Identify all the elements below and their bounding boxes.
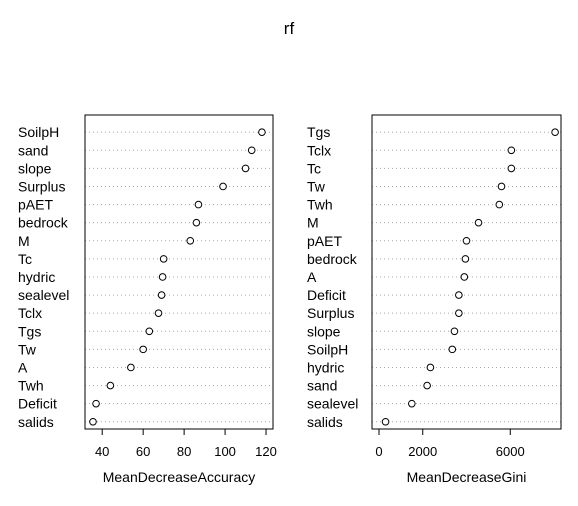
plot-frame (371, 114, 562, 430)
category-label: Twh (18, 378, 44, 394)
category-label: Twh (307, 197, 333, 213)
data-point (92, 399, 100, 408)
category-label: Tc (307, 160, 321, 176)
data-point (408, 399, 416, 408)
category-label: M (18, 233, 30, 249)
category-label: SoilpH (18, 124, 59, 140)
category-label: Deficit (18, 396, 57, 412)
data-point (186, 236, 195, 245)
x-tick-label: 0 (375, 444, 382, 459)
data-point (157, 291, 166, 299)
category-label: bedrock (18, 215, 69, 231)
category-label: sealevel (18, 287, 69, 303)
data-point (461, 255, 470, 263)
data-point (455, 291, 463, 299)
category-label: Tw (18, 341, 37, 357)
category-label: Tclx (18, 305, 42, 321)
category-label: Surplus (307, 305, 354, 321)
category-label: Tclx (307, 142, 331, 158)
data-point (145, 327, 154, 336)
chart-title: rf (284, 19, 295, 38)
category-label: Tc (18, 251, 32, 267)
data-point (507, 146, 516, 155)
data-point (495, 200, 504, 209)
x-tick-label: 60 (136, 444, 150, 459)
data-point (241, 164, 250, 173)
x-tick-label: 6000 (496, 444, 525, 459)
category-label: sealevel (307, 396, 358, 412)
data-point (127, 363, 135, 372)
category-label: pAET (18, 197, 53, 213)
data-point (192, 218, 201, 227)
category-label: salids (18, 414, 54, 430)
category-label: slope (18, 160, 52, 176)
data-point (89, 417, 97, 426)
data-point (462, 236, 471, 245)
data-point (426, 363, 435, 372)
category-label: Tgs (307, 124, 330, 140)
data-point (497, 182, 506, 191)
category-label: slope (307, 323, 341, 339)
data-point (158, 273, 167, 281)
category-label: Tgs (18, 323, 41, 339)
x-axis-label: MeanDecreaseAccuracy (103, 469, 256, 485)
x-tick-label: 40 (95, 444, 109, 459)
data-point (423, 381, 431, 390)
data-point (460, 273, 469, 281)
x-tick-label: 100 (214, 444, 236, 459)
x-tick-label: 80 (177, 444, 191, 459)
category-label: hydric (307, 359, 344, 375)
category-label: bedrock (307, 251, 358, 267)
data-point (219, 182, 227, 191)
x-tick-label: 120 (255, 444, 277, 459)
data-point (247, 146, 256, 155)
category-label: M (307, 215, 319, 231)
data-point (159, 255, 168, 263)
data-point (106, 381, 115, 390)
category-label: salids (307, 414, 343, 430)
data-point (448, 345, 457, 354)
category-label: A (18, 359, 28, 375)
category-label: Deficit (307, 287, 346, 303)
plot-frame (84, 114, 274, 430)
category-label: sand (307, 378, 337, 394)
accuracy-panel: SoilpH sand slope Surplus pAET bedrock M Tc hydr… (18, 114, 277, 485)
category-label: A (307, 269, 317, 285)
category-label: Tw (307, 178, 326, 194)
category-label: sand (18, 142, 48, 158)
data-point (154, 309, 163, 317)
category-label: hydric (18, 269, 55, 285)
data-point (381, 417, 390, 426)
data-point (450, 327, 459, 336)
category-label: pAET (307, 233, 342, 249)
category-label: SoilpH (307, 341, 348, 357)
x-axis-label: MeanDecreaseGini (407, 469, 527, 485)
data-point (455, 309, 463, 317)
data-point (139, 345, 147, 354)
data-point (258, 128, 266, 136)
category-label: Surplus (18, 178, 65, 194)
x-tick-label: 2000 (408, 444, 437, 459)
data-point (507, 164, 516, 173)
data-point (474, 218, 483, 227)
data-point (551, 128, 559, 136)
data-point (194, 200, 203, 209)
